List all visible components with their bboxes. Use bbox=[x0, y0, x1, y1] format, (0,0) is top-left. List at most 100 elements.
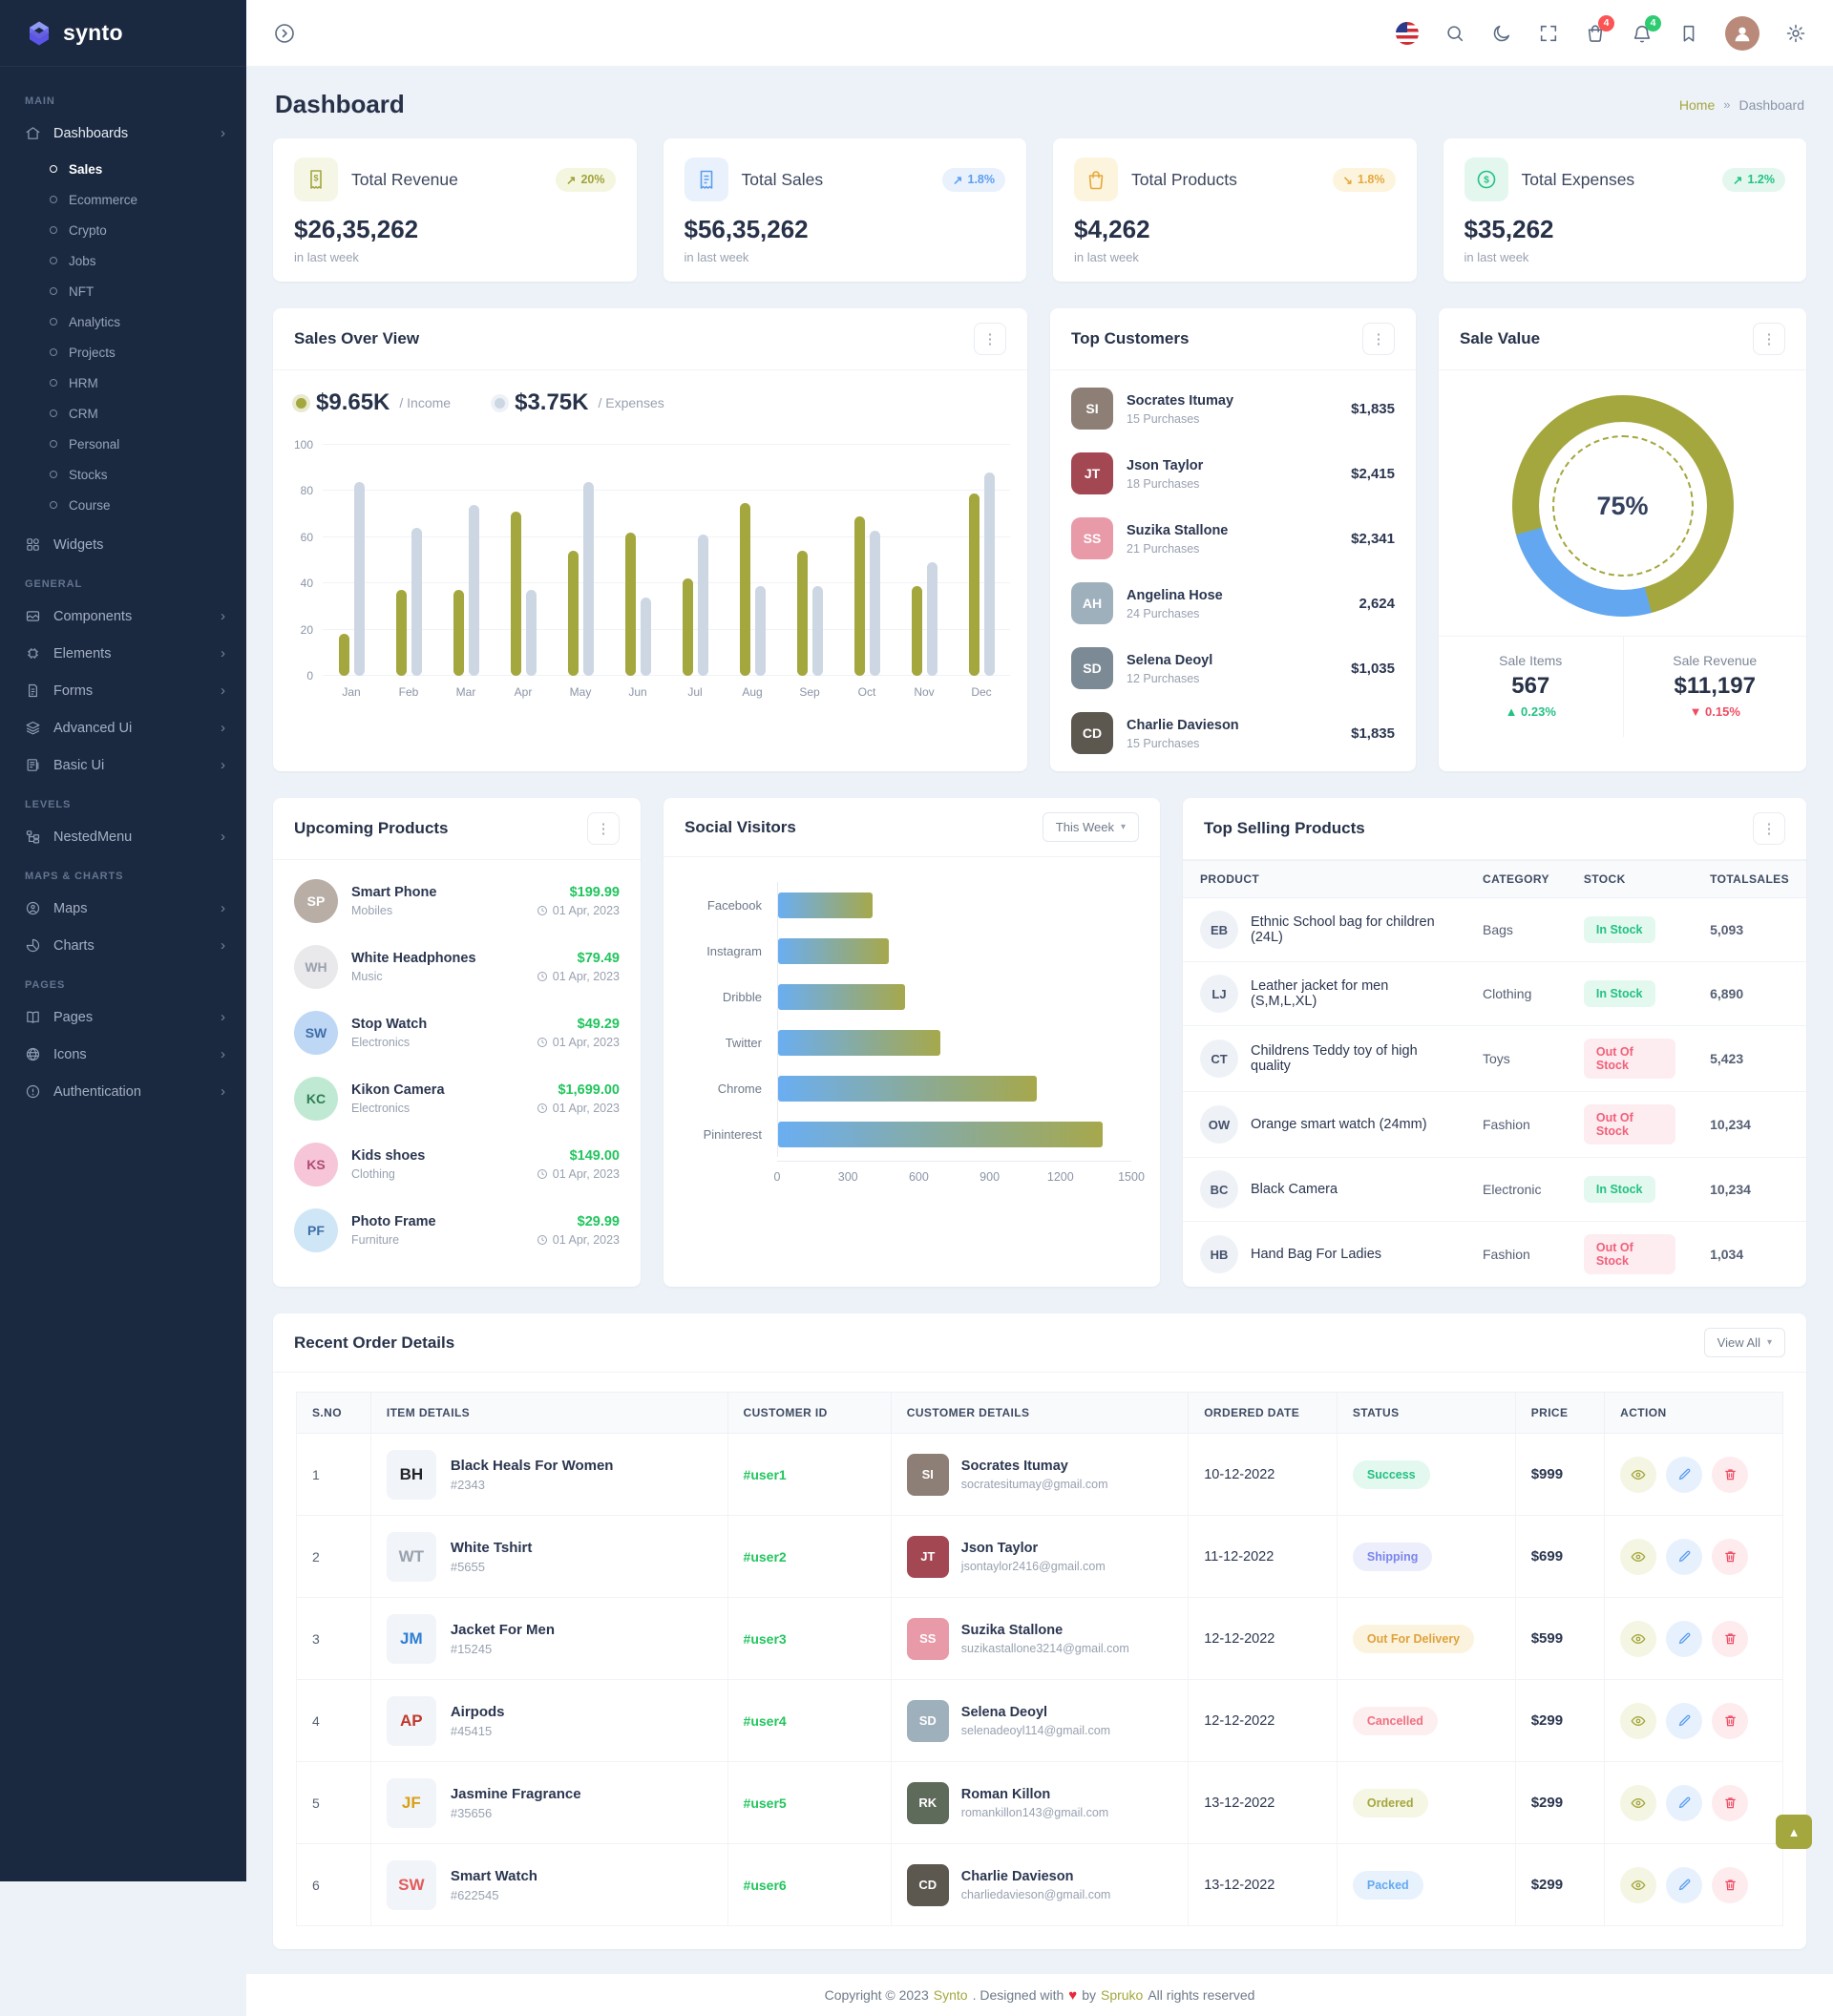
customer-id-link[interactable]: #user5 bbox=[727, 1761, 892, 1844]
sidebar-item-components[interactable]: Components › bbox=[0, 598, 246, 635]
nav-section-maps-charts: MAPS & CHARTS bbox=[25, 871, 124, 882]
customer-list-item[interactable]: AH Angelina Hose 24 Purchases 2,624 bbox=[1050, 571, 1416, 636]
settings-gear-icon[interactable] bbox=[1785, 23, 1806, 44]
cart-icon[interactable]: 4 bbox=[1585, 14, 1614, 44]
view-button[interactable] bbox=[1620, 1702, 1657, 1739]
stock-badge: Out Of Stock bbox=[1583, 1234, 1676, 1274]
income-bar bbox=[853, 516, 865, 676]
notifications-bell-icon[interactable]: 4 bbox=[1632, 14, 1661, 44]
customer-list-item[interactable]: SS Suzika Stallone 21 Purchases $2,341 bbox=[1050, 506, 1416, 571]
breadcrumb-home-link[interactable]: Home bbox=[1678, 96, 1716, 113]
bookmark-icon[interactable] bbox=[1678, 23, 1699, 44]
sidebar-item-analytics[interactable]: Analytics bbox=[0, 306, 246, 337]
sidebar-item-projects[interactable]: Projects bbox=[0, 337, 246, 368]
kebab-menu-button[interactable]: ⋮ bbox=[1753, 812, 1785, 845]
sidebar-item-widgets[interactable]: Widgets bbox=[0, 526, 246, 563]
fullscreen-icon[interactable] bbox=[1538, 23, 1559, 44]
product-list-item[interactable]: PF Photo Frame Furniture $29.99 01 Apr, 2… bbox=[273, 1197, 641, 1263]
customer-id-link[interactable]: #user3 bbox=[727, 1597, 892, 1680]
brand-logo[interactable]: synto bbox=[0, 0, 246, 67]
edit-button[interactable] bbox=[1666, 1784, 1703, 1821]
sidebar-item-charts[interactable]: Charts › bbox=[0, 927, 246, 964]
footer-spruko-link[interactable]: Spruko bbox=[1100, 1987, 1144, 2003]
week-filter-dropdown[interactable]: This Week ▾ bbox=[1042, 812, 1139, 842]
product-list-item[interactable]: WH White Headphones Music $79.49 01 Apr, … bbox=[273, 934, 641, 999]
social-bar-row: Dribble bbox=[686, 974, 1131, 1019]
sidebar-item-crm[interactable]: CRM bbox=[0, 398, 246, 429]
edit-button[interactable] bbox=[1666, 1538, 1703, 1575]
customer-id-link[interactable]: #user1 bbox=[727, 1433, 892, 1516]
customer-id-link[interactable]: #user6 bbox=[727, 1843, 892, 1926]
sidebar-item-icons[interactable]: Icons › bbox=[0, 1036, 246, 1073]
language-flag-icon[interactable] bbox=[1396, 21, 1419, 45]
sidebar-item-authentication[interactable]: Authentication › bbox=[0, 1073, 246, 1110]
social-visitors-title: Social Visitors bbox=[685, 817, 796, 836]
expenses-bar bbox=[983, 472, 995, 676]
chevron-right-icon: › bbox=[221, 937, 225, 954]
kebab-menu-button[interactable]: ⋮ bbox=[1362, 323, 1395, 355]
sidebar-item-advanced-ui[interactable]: Advanced Ui › bbox=[0, 709, 246, 746]
expenses-bar bbox=[869, 530, 880, 676]
sidebar-item-nestedmenu[interactable]: NestedMenu › bbox=[0, 818, 246, 855]
view-button[interactable] bbox=[1620, 1456, 1657, 1493]
sidebar-item-hrm[interactable]: HRM bbox=[0, 368, 246, 398]
delete-button[interactable] bbox=[1712, 1866, 1749, 1903]
sales-chart-plot: 0 20 40 60 80 100 bbox=[294, 438, 1010, 682]
sidebar-item-elements[interactable]: Elements › bbox=[0, 635, 246, 672]
kebab-menu-button[interactable]: ⋮ bbox=[1753, 323, 1785, 355]
column-header: ITEM DETAILS bbox=[369, 1392, 728, 1434]
edit-button[interactable] bbox=[1666, 1456, 1703, 1493]
sidebar-toggle-icon[interactable] bbox=[273, 22, 296, 45]
sidebar-item-stocks[interactable]: Stocks bbox=[0, 459, 246, 490]
scroll-to-top-button[interactable]: ▲ bbox=[1776, 1815, 1812, 1849]
sidebar-item-pages[interactable]: Pages › bbox=[0, 998, 246, 1036]
kebab-menu-button[interactable]: ⋮ bbox=[587, 812, 620, 845]
income-bar bbox=[682, 578, 693, 676]
view-button[interactable] bbox=[1620, 1620, 1657, 1657]
search-icon[interactable] bbox=[1444, 23, 1465, 44]
sidebar-item-basic-ui[interactable]: Basic Ui › bbox=[0, 746, 246, 784]
footer-brand-link[interactable]: Synto bbox=[933, 1987, 968, 2003]
delete-button[interactable] bbox=[1712, 1456, 1749, 1493]
status-badge: Ordered bbox=[1352, 1788, 1428, 1817]
edit-button[interactable] bbox=[1666, 1620, 1703, 1657]
sidebar-item-maps[interactable]: Maps › bbox=[0, 890, 246, 927]
customer-id-link[interactable]: #user4 bbox=[727, 1679, 892, 1762]
product-list-item[interactable]: SP Smart Phone Mobiles $199.99 01 Apr, 20… bbox=[273, 868, 641, 934]
delete-button[interactable] bbox=[1712, 1702, 1749, 1739]
sidebar-item-forms[interactable]: Forms › bbox=[0, 672, 246, 709]
nested-menu-icon bbox=[26, 830, 40, 844]
sales-chart-legend: $9.65K / Income $3.75K / Expenses bbox=[273, 370, 1027, 420]
delete-button[interactable] bbox=[1712, 1620, 1749, 1657]
customer-list-item[interactable]: SD Selena Deoyl 12 Purchases $1,035 bbox=[1050, 636, 1416, 701]
dark-mode-moon-icon[interactable] bbox=[1491, 23, 1512, 44]
delete-button[interactable] bbox=[1712, 1538, 1749, 1575]
view-button[interactable] bbox=[1620, 1784, 1657, 1821]
customer-list-item[interactable]: SI Socrates Itumay 15 Purchases $1,835 bbox=[1050, 376, 1416, 441]
top-customers-title: Top Customers bbox=[1071, 329, 1190, 347]
user-avatar[interactable] bbox=[1725, 15, 1759, 51]
sidebar-item-course[interactable]: Course bbox=[0, 490, 246, 520]
sidebar-item-crypto[interactable]: Crypto bbox=[0, 215, 246, 245]
product-list-item[interactable]: SW Stop Watch Electronics $49.29 01 Apr, … bbox=[273, 999, 641, 1065]
kebab-menu-button[interactable]: ⋮ bbox=[974, 323, 1006, 355]
view-button[interactable] bbox=[1620, 1538, 1657, 1575]
sidebar-item-ecommerce[interactable]: Ecommerce bbox=[0, 184, 246, 215]
sidebar-item-jobs[interactable]: Jobs bbox=[0, 245, 246, 276]
product-list-item[interactable]: KS Kids shoes Clothing $149.00 01 Apr, 20… bbox=[273, 1131, 641, 1197]
sidebar-item-sales[interactable]: Sales bbox=[0, 154, 246, 184]
customer-avatar: CD bbox=[906, 1863, 949, 1906]
product-list-item[interactable]: KC Kikon Camera Electronics $1,699.00 01 … bbox=[273, 1065, 641, 1131]
view-all-dropdown[interactable]: View All ▾ bbox=[1703, 1328, 1785, 1357]
sidebar-item-personal[interactable]: Personal bbox=[0, 429, 246, 459]
delete-button[interactable] bbox=[1712, 1784, 1749, 1821]
sidebar-item-dashboards[interactable]: Dashboards › bbox=[0, 115, 246, 152]
sidebar-item-nft[interactable]: NFT bbox=[0, 276, 246, 306]
customer-list-item[interactable]: CD Charlie Davieson 15 Purchases $1,835 bbox=[1050, 701, 1416, 766]
view-button[interactable] bbox=[1620, 1866, 1657, 1903]
edit-button[interactable] bbox=[1666, 1702, 1703, 1739]
expenses-bar bbox=[697, 535, 708, 676]
customer-id-link[interactable]: #user2 bbox=[727, 1515, 892, 1598]
customer-list-item[interactable]: JT Json Taylor 18 Purchases $2,415 bbox=[1050, 441, 1416, 506]
edit-button[interactable] bbox=[1666, 1866, 1703, 1903]
